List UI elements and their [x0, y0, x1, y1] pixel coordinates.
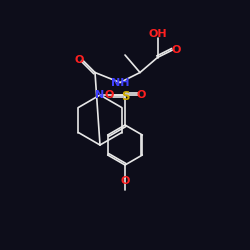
Text: O: O	[172, 45, 181, 55]
Text: NH: NH	[111, 78, 129, 88]
Text: O: O	[104, 90, 114, 100]
Text: O: O	[136, 90, 146, 100]
Text: O: O	[74, 55, 84, 65]
Text: OH: OH	[148, 29, 167, 39]
Text: O: O	[120, 176, 130, 186]
Text: N: N	[96, 90, 104, 100]
Text: S: S	[121, 90, 129, 103]
